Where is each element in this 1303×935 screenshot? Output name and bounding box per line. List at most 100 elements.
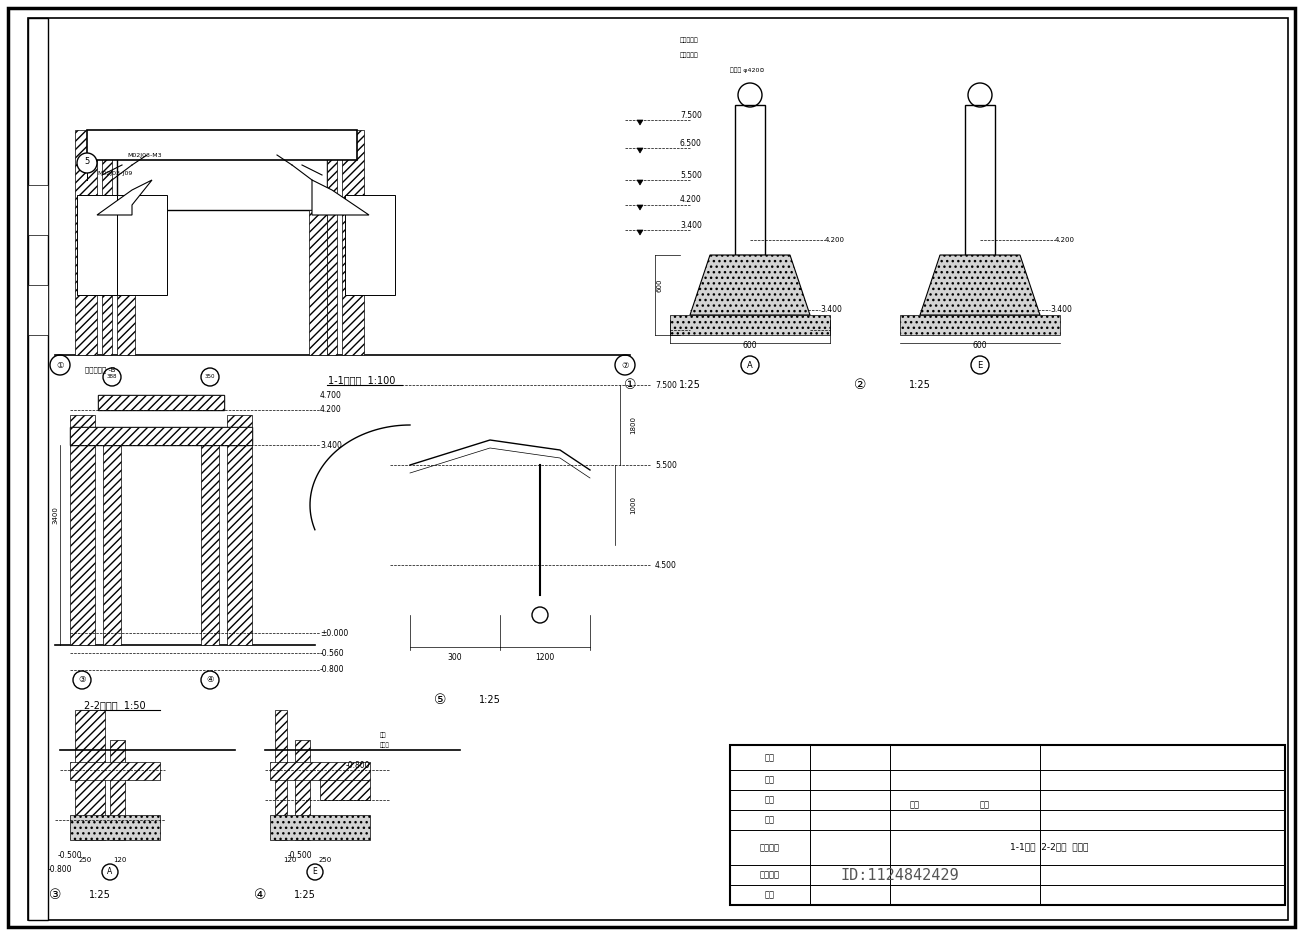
Text: E: E: [313, 868, 318, 876]
Polygon shape: [691, 255, 810, 315]
Bar: [102, 150, 112, 355]
Bar: [77, 195, 117, 295]
Text: 1200: 1200: [536, 653, 555, 661]
Text: 1-1剖面图  1:100: 1-1剖面图 1:100: [328, 375, 396, 385]
Text: 388: 388: [107, 375, 117, 380]
Text: 垫层混凝土: 垫层混凝土: [680, 37, 698, 43]
Text: A: A: [747, 361, 753, 369]
Text: ID:1124842429: ID:1124842429: [840, 868, 959, 883]
Text: -0.800: -0.800: [48, 866, 72, 874]
Text: 建筑: 建筑: [909, 800, 920, 810]
Text: ②: ②: [853, 378, 866, 392]
Bar: [730, 745, 1285, 905]
Text: ③: ③: [48, 888, 61, 902]
Text: 250: 250: [318, 857, 332, 863]
Text: -0.500: -0.500: [288, 851, 313, 859]
Text: 3.400: 3.400: [321, 440, 341, 450]
Text: 1:25: 1:25: [679, 380, 701, 390]
Text: 5.500: 5.500: [655, 461, 676, 469]
Text: ④: ④: [254, 888, 266, 902]
Text: 钢筋: 钢筋: [380, 732, 387, 738]
Bar: [70, 815, 160, 840]
Text: M02J03-J09: M02J03-J09: [96, 170, 133, 176]
Text: 审核: 审核: [765, 796, 775, 804]
Text: 3.400: 3.400: [1050, 306, 1072, 314]
Text: www.znzmo.com: www.znzmo.com: [124, 436, 276, 534]
Text: ⑤: ⑤: [434, 693, 446, 707]
Text: ±0.000: ±0.000: [321, 628, 348, 638]
Bar: [117, 130, 327, 210]
Text: 3400: 3400: [52, 506, 59, 524]
Bar: [270, 815, 370, 840]
Bar: [966, 105, 995, 255]
Text: M02J03-M3: M02J03-M3: [126, 152, 162, 157]
Bar: [27, 18, 48, 920]
Text: 2-2剖面图  1:50: 2-2剖面图 1:50: [85, 700, 146, 710]
Text: 1:25: 1:25: [909, 380, 930, 390]
Polygon shape: [637, 230, 642, 235]
Text: 制图: 制图: [765, 775, 775, 784]
Bar: [27, 285, 48, 335]
Polygon shape: [637, 148, 642, 153]
Polygon shape: [637, 180, 642, 185]
Text: 300: 300: [448, 653, 463, 661]
Text: 1:25: 1:25: [480, 695, 500, 705]
Bar: [321, 780, 370, 800]
Text: 600: 600: [743, 340, 757, 350]
Bar: [70, 427, 251, 445]
Text: 120: 120: [113, 857, 126, 863]
Text: 120: 120: [283, 857, 297, 863]
Polygon shape: [637, 205, 642, 210]
Bar: [70, 415, 95, 645]
Text: www.znzmo.com: www.znzmo.com: [124, 706, 276, 804]
Polygon shape: [311, 180, 369, 215]
Bar: [27, 185, 48, 235]
Bar: [294, 740, 310, 840]
Bar: [670, 315, 830, 335]
Text: 7.500: 7.500: [655, 381, 676, 390]
Bar: [117, 210, 136, 355]
Text: 1800: 1800: [629, 416, 636, 434]
Text: 4.200: 4.200: [321, 406, 341, 414]
Polygon shape: [920, 255, 1040, 315]
Text: 基础混凝土: 基础混凝土: [680, 52, 698, 58]
Bar: [98, 395, 224, 410]
Bar: [345, 195, 395, 295]
Text: 设计: 设计: [765, 754, 775, 763]
Text: 3.400: 3.400: [680, 221, 702, 229]
Text: 4.700: 4.700: [321, 391, 341, 399]
Text: 600: 600: [657, 279, 663, 292]
Bar: [76, 130, 96, 355]
Bar: [70, 762, 160, 780]
Bar: [900, 315, 1061, 335]
Bar: [98, 395, 224, 410]
Text: 混凝土: 混凝土: [380, 742, 390, 748]
Text: www.znzmo.com: www.znzmo.com: [552, 422, 747, 548]
Text: 1-1剖面  2-2剖面  节点图: 1-1剖面 2-2剖面 节点图: [1010, 842, 1088, 852]
Text: 柱础砌 φ420⊙: 柱础砌 φ420⊙: [730, 67, 765, 73]
Text: ④: ④: [206, 675, 214, 684]
Text: -0.800: -0.800: [321, 666, 344, 674]
Text: 知末: 知末: [855, 178, 946, 252]
Text: 350: 350: [205, 375, 215, 380]
Bar: [327, 150, 337, 355]
Text: 6.500: 6.500: [680, 138, 702, 148]
Text: 1:25: 1:25: [89, 890, 111, 900]
Text: 图纸编号: 图纸编号: [760, 870, 780, 880]
Bar: [341, 130, 364, 355]
Text: 3.400: 3.400: [820, 306, 842, 314]
Text: 7.500: 7.500: [680, 110, 702, 120]
Text: 版次: 版次: [765, 890, 775, 899]
Polygon shape: [637, 120, 642, 125]
Text: 600: 600: [972, 340, 988, 350]
Text: 5: 5: [85, 157, 90, 166]
Text: 玻璃: 玻璃: [980, 800, 990, 810]
Text: 5.500: 5.500: [680, 170, 702, 180]
Bar: [117, 195, 167, 295]
Bar: [103, 435, 121, 645]
Text: 4.500: 4.500: [655, 560, 676, 569]
Bar: [109, 740, 125, 840]
Bar: [70, 427, 251, 445]
Text: -0.500: -0.500: [57, 851, 82, 859]
Bar: [275, 710, 287, 840]
